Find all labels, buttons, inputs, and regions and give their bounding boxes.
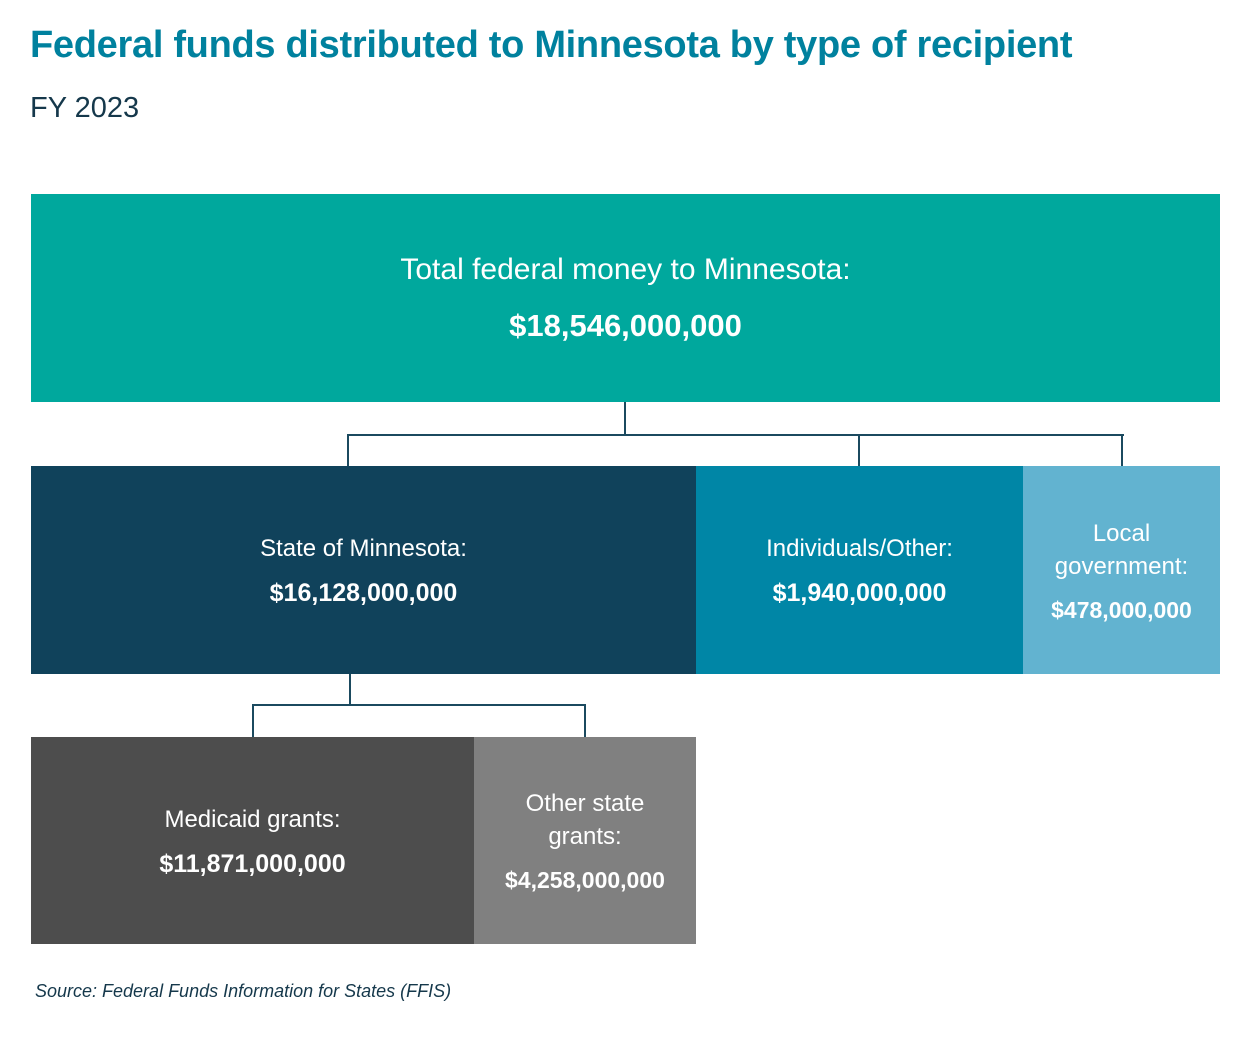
connector [624,402,626,436]
connector [347,434,1124,436]
connector [584,704,586,737]
total-box: Total federal money to Minnesota: $18,54… [31,194,1220,402]
medicaid-value: $11,871,000,000 [159,849,346,878]
total-value: $18,546,000,000 [509,307,742,343]
other-state-label: Other state grants: [525,790,645,850]
connector [349,674,351,706]
connector [252,704,586,706]
individuals-value: $1,940,000,000 [772,579,947,607]
state-box: State of Minnesota: $16,128,000,000 [31,466,696,674]
local-label: Local government: [1054,519,1189,580]
subtitle: FY 2023 [30,92,140,124]
connector [858,434,860,466]
state-value: $16,128,000,000 [269,579,458,607]
individuals-label: Individuals/Other: [766,535,953,562]
connector [1121,434,1123,466]
medicaid-box: Medicaid grants: $11,871,000,000 [31,737,474,944]
connector [252,704,254,737]
connector [347,434,349,466]
medicaid-label: Medicaid grants: [164,805,341,833]
source-note: Source: Federal Funds Information for St… [35,981,452,1001]
page-title: Federal funds distributed to Minnesota b… [30,24,1073,66]
other-state-box: Other state grants: $4,258,000,000 [474,737,696,944]
individuals-box: Individuals/Other: $1,940,000,000 [696,466,1023,674]
local-box: Local government: $478,000,000 [1023,466,1220,674]
total-label: Total federal money to Minnesota: [400,252,851,286]
state-label: State of Minnesota: [260,535,467,562]
other-state-value: $4,258,000,000 [505,867,665,893]
local-value: $478,000,000 [1051,596,1192,623]
